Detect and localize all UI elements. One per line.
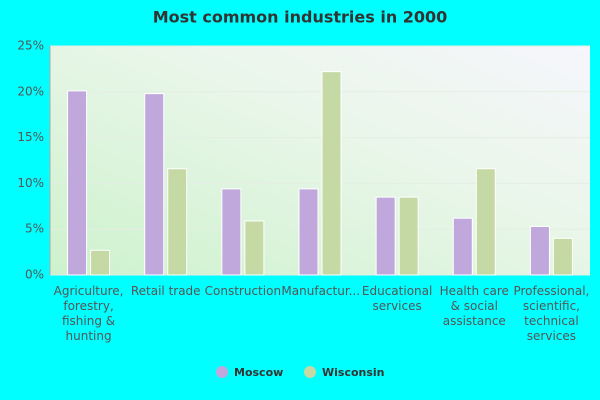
bar: [244, 220, 265, 276]
chart-title: Most common industries in 2000: [153, 8, 448, 27]
y-tick-label: 10%: [17, 176, 44, 190]
y-tick-label: 5%: [25, 222, 44, 236]
bar: [167, 168, 188, 276]
bar: [552, 237, 573, 276]
bar: [452, 217, 473, 276]
x-tick-label: Educational services: [361, 284, 433, 313]
legend-label: Wisconsin: [322, 366, 385, 379]
x-tick-label: Manufactur...: [281, 284, 361, 298]
bar: [398, 196, 419, 276]
x-tick-label: Health care & social assistance: [439, 284, 509, 328]
bar: [321, 71, 342, 276]
x-tick-label: Construction: [204, 284, 282, 298]
bar: [375, 196, 396, 276]
bar: [298, 188, 319, 276]
x-tick-label: Professional, scientific, technical serv…: [513, 284, 590, 343]
legend-marker: [304, 366, 316, 378]
y-tick-label: 0%: [25, 268, 44, 282]
bar: [475, 168, 496, 276]
y-tick-label: 15%: [17, 130, 44, 144]
bar: [529, 225, 550, 276]
y-tick-label: 25%: [17, 39, 44, 53]
bar: [221, 188, 242, 276]
y-tick-label: 20%: [17, 84, 44, 98]
bar: [67, 90, 88, 276]
bar: [90, 249, 111, 276]
bar: [144, 93, 165, 276]
x-tick-label: Retail trade: [130, 284, 201, 298]
legend-label: Moscow: [234, 366, 283, 379]
plot-area: [50, 46, 590, 275]
x-tick-label: Agriculture, forestry, fishing & hunting: [53, 284, 124, 343]
legend-marker: [216, 366, 228, 378]
